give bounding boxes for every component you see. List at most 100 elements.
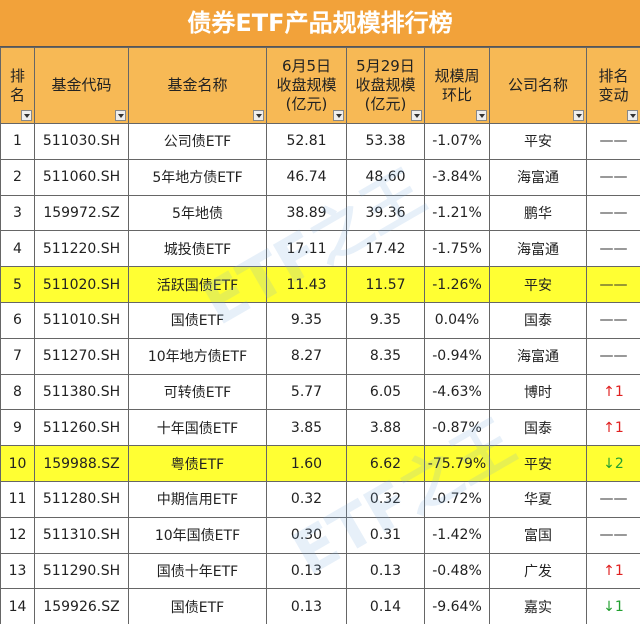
table-cell: —— [586, 516, 640, 554]
table-cell: 十年国债ETF [128, 409, 267, 447]
column-header: 公司名称 [489, 47, 587, 124]
table-cell: 3.88 [346, 409, 425, 447]
table-cell: 17.42 [346, 230, 425, 268]
table-cell: 可转债ETF [128, 373, 267, 411]
table-cell: 国泰 [489, 301, 587, 339]
table-cell: -1.07% [424, 123, 490, 160]
table-row: 6 511010.SH 国债ETF 9.35 9.35 0.04% 国泰 —— [0, 301, 640, 339]
table-cell: 48.60 [346, 158, 425, 196]
table-cell: 0.13 [346, 552, 425, 590]
table-row: 1 511030.SH 公司债ETF 52.81 53.38 -1.07% 平安 —— [0, 123, 640, 160]
header-line: 名 [9, 85, 25, 104]
table-cell: 8 [0, 373, 35, 411]
table-row: 11 511280.SH 中期信用ETF 0.32 0.32 -0.72% 华夏 —— [0, 480, 640, 518]
table-cell: 511060.SH [34, 158, 129, 196]
ranking-table: 排名基金代码 基金名称 6月5日 收盘规模 (亿元) 5月29日 收盘规模 (亿元) 规模周 环比… [0, 47, 640, 624]
table-row: 8 511380.SH 可转债ETF 5.77 6.05 -4.63% 博时 ↑1 [0, 373, 640, 411]
table-cell: 1 [0, 123, 35, 160]
table-cell: 国债ETF [128, 301, 267, 339]
table-cell: 0.32 [346, 480, 425, 518]
table-cell: 海富通 [489, 337, 587, 375]
table-cell: 9.35 [346, 301, 425, 339]
table-cell: 华夏 [489, 480, 587, 518]
filter-button[interactable] [573, 110, 584, 121]
table-cell: 国债十年ETF [128, 552, 267, 590]
table-row: 12 511310.SH 10年国债ETF 0.30 0.31 -1.42% 富国 —— [0, 516, 640, 554]
table-row: 5 511020.SH 活跃国债ETF 11.43 11.57 -1.26% 平安 —— [0, 266, 640, 303]
table-cell: 52.81 [266, 123, 347, 160]
table-cell: 12 [0, 516, 35, 554]
table-cell: 3 [0, 194, 35, 232]
table-cell: -1.26% [424, 266, 490, 303]
column-header: 规模周 环比 [424, 47, 490, 124]
header-line: 基金代码 [51, 76, 112, 94]
table-cell: 511020.SH [34, 266, 129, 303]
table-cell: 511310.SH [34, 516, 129, 554]
table-cell: 国债ETF [128, 588, 267, 624]
table-cell: 5 [0, 266, 35, 303]
table-cell: 5年地债 [128, 194, 267, 232]
table-cell: 9.35 [266, 301, 347, 339]
table-cell: 鹏华 [489, 194, 587, 232]
header-line: 环比 [441, 85, 472, 104]
table-cell: 511010.SH [34, 301, 129, 339]
table-cell: 0.14 [346, 588, 425, 624]
table-cell: 10 [0, 445, 35, 482]
table-cell: —— [586, 480, 640, 518]
table-cell: ↑1 [586, 552, 640, 590]
table-cell: 511380.SH [34, 373, 129, 411]
table-cell: 中期信用ETF [128, 480, 267, 518]
table-cell: 0.32 [266, 480, 347, 518]
table-cell: 6.05 [346, 373, 425, 411]
table-cell: 0.13 [266, 552, 347, 590]
filter-button[interactable] [411, 110, 422, 121]
header-line: 公司名称 [507, 76, 568, 94]
column-header: 5月29日 收盘规模 (亿元) [346, 47, 425, 124]
table-cell: -0.87% [424, 409, 490, 447]
filter-button[interactable] [115, 110, 126, 121]
table-cell: 11 [0, 480, 35, 518]
table-cell: 17.11 [266, 230, 347, 268]
filter-button[interactable] [476, 110, 487, 121]
column-header: 基金名称 [128, 47, 267, 124]
table-cell: ↓1 [586, 588, 640, 624]
table-cell: 平安 [489, 445, 587, 482]
filter-button[interactable] [627, 110, 638, 121]
table-cell: -1.75% [424, 230, 490, 268]
table-cell: 159972.SZ [34, 194, 129, 232]
column-header: 6月5日 收盘规模 (亿元) [266, 47, 347, 124]
table-cell: —— [586, 266, 640, 303]
title: 债券ETF产品规模排行榜 [0, 0, 640, 47]
filter-button[interactable] [21, 110, 32, 121]
table-cell: 6.62 [346, 445, 425, 482]
table-cell: -1.21% [424, 194, 490, 232]
filter-button[interactable] [253, 110, 264, 121]
table-cell: —— [586, 123, 640, 160]
table-cell: —— [586, 158, 640, 196]
table-cell: 博时 [489, 373, 587, 411]
table-cell: 2 [0, 158, 35, 196]
column-header: 排名 变动 [586, 47, 640, 124]
header-line: (亿元) [364, 95, 407, 113]
table-cell: 38.89 [266, 194, 347, 232]
table-cell: —— [586, 194, 640, 232]
table-cell: 511030.SH [34, 123, 129, 160]
table-cell: 粤债ETF [128, 445, 267, 482]
table-cell: -75.79% [424, 445, 490, 482]
table-cell: 海富通 [489, 230, 587, 268]
table-cell: 4 [0, 230, 35, 268]
header-row: 排名基金代码 基金名称 6月5日 收盘规模 (亿元) 5月29日 收盘规模 (亿元) 规模周 环比… [0, 47, 640, 124]
table-cell: 14 [0, 588, 35, 624]
filter-button[interactable] [333, 110, 344, 121]
table-row: 4 511220.SH 城投债ETF 17.11 17.42 -1.75% 海富通 —— [0, 230, 640, 268]
table-cell: —— [586, 230, 640, 268]
header-line: (亿元) [285, 95, 328, 113]
table-body: 1 511030.SH 公司债ETF 52.81 53.38 -1.07% 平安 —— 2 511… [0, 123, 640, 624]
table-row: 3 159972.SZ 5年地债 38.89 39.36 -1.21% 鹏华 —— [0, 194, 640, 232]
table-cell: -9.64% [424, 588, 490, 624]
table-row: 13 511290.SH 国债十年ETF 0.13 0.13 -0.48% 广发 ↑1 [0, 552, 640, 590]
header-line: 5月29日 [356, 57, 415, 75]
table-cell: 公司债ETF [128, 123, 267, 160]
header-line: 6月5日 [281, 57, 332, 75]
table-cell: 7 [0, 337, 35, 375]
